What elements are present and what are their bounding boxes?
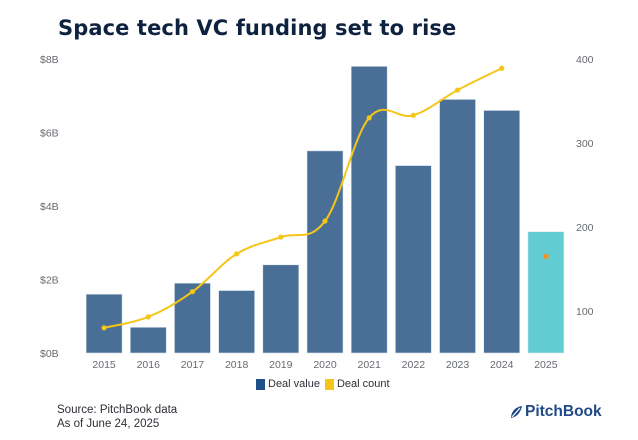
point-2019 <box>278 234 284 240</box>
left-tick-label: $8B <box>40 54 59 66</box>
legend: Deal value Deal count <box>256 378 395 390</box>
point-2021 <box>366 115 372 121</box>
legend-swatch-deal-count <box>324 378 334 390</box>
left-tick-label: $4B <box>40 201 59 213</box>
bar-2024 <box>483 110 521 354</box>
point-2017 <box>189 289 196 295</box>
left-axis: $0B $2B $4B $6B $8B <box>40 54 59 360</box>
bar-2022 <box>395 165 432 354</box>
x-axis: 2015 2016 2017 2018 2019 2020 2021 2022 2023 2024… <box>92 359 557 371</box>
brand-name: PitchBook <box>525 403 602 420</box>
point-2020 <box>322 218 328 224</box>
legend-item-deal-value: Deal value <box>256 378 320 390</box>
bar-2018 <box>218 290 255 354</box>
left-tick-label: $2B <box>40 275 59 287</box>
pitchbook-logo: PitchBook <box>509 403 602 421</box>
bar-2020 <box>306 150 344 354</box>
left-tick-label: $0B <box>40 348 59 360</box>
x-tick-label: 2020 <box>313 359 337 371</box>
bar-2021 <box>350 66 388 354</box>
bar-2023 <box>439 99 476 354</box>
right-tick-label: 100 <box>576 306 594 318</box>
x-tick-label: 2022 <box>402 359 426 371</box>
bar-2015 <box>85 293 123 354</box>
bar-2019 <box>262 264 300 354</box>
x-tick-label: 2016 <box>137 359 161 371</box>
date-note: As of June 24, 2025 <box>57 418 160 430</box>
point-2022 <box>410 112 416 118</box>
bar-2016 <box>129 326 167 354</box>
x-tick-label: 2017 <box>181 359 205 371</box>
right-tick-label: 400 <box>576 54 594 66</box>
x-tick-label: 2021 <box>358 359 382 371</box>
right-axis: 100 200 300 400 <box>576 54 594 318</box>
x-tick-label: 2023 <box>446 359 470 371</box>
chart-title: Space tech VC funding set to rise <box>58 16 457 40</box>
x-tick-label: 2018 <box>225 359 249 371</box>
point-2025 <box>543 253 549 260</box>
right-tick-label: 200 <box>576 222 594 234</box>
point-2018 <box>234 251 240 257</box>
x-tick-label: 2019 <box>269 359 293 371</box>
right-tick-label: 300 <box>576 138 594 150</box>
source-note: Source: PitchBook data <box>57 404 178 416</box>
legend-item-deal-count: Deal count <box>324 378 390 390</box>
deal-count-line <box>103 67 503 329</box>
bar-2017 <box>174 282 211 354</box>
left-tick-label: $6B <box>40 128 59 140</box>
legend-label-deal-count: Deal count <box>336 378 390 390</box>
point-2015 <box>101 325 107 331</box>
bar-2025 <box>527 231 565 354</box>
x-tick-label: 2024 <box>490 359 514 371</box>
point-2023 <box>454 87 461 93</box>
x-tick-label: 2015 <box>92 359 116 371</box>
legend-label-deal-value: Deal value <box>268 378 320 390</box>
legend-swatch-deal-value <box>256 378 265 390</box>
point-2024 <box>499 65 505 71</box>
point-2016 <box>145 314 151 320</box>
x-tick-label: 2025 <box>534 359 558 371</box>
bar-series-deal-value <box>85 66 565 354</box>
pitchbook-leaf-icon <box>511 406 522 418</box>
line-series-deal-count <box>101 65 549 331</box>
footer: Source: PitchBook data As of June 24, 20… <box>57 403 177 431</box>
